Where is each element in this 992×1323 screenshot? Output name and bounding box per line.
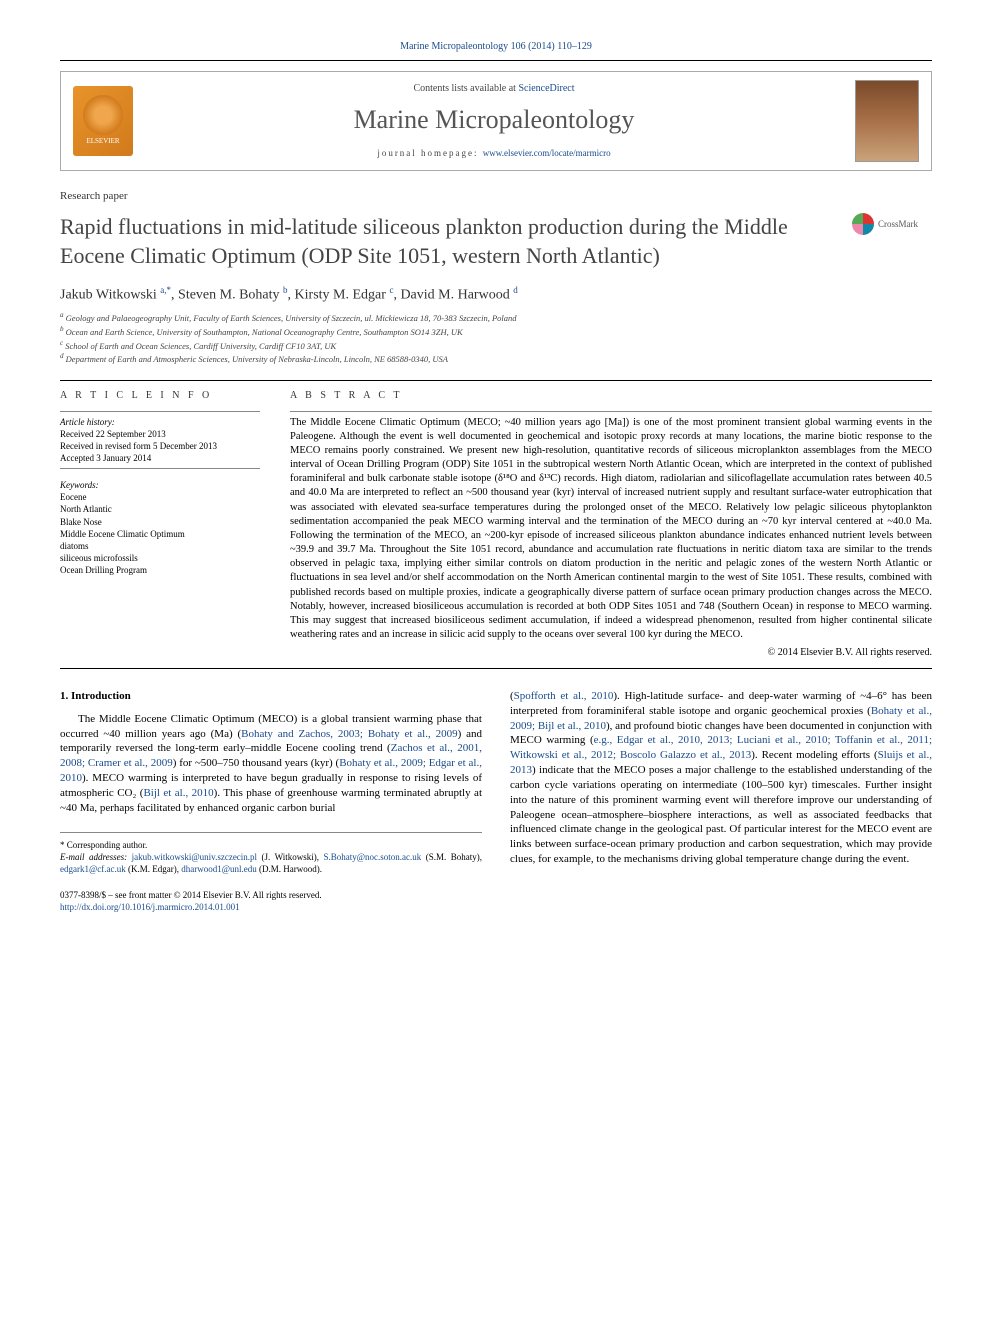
crossmark-icon: [852, 213, 874, 235]
history-accepted: Accepted 3 January 2014: [60, 452, 260, 464]
intro-para-2: (Spofforth et al., 2010). High-latitude …: [510, 689, 932, 867]
contents-line: Contents lists available at ScienceDirec…: [133, 82, 855, 96]
history-label: Article history:: [60, 416, 260, 428]
citation-link[interactable]: Bijl et al., 2010: [143, 787, 213, 799]
history-revised: Received in revised form 5 December 2013: [60, 440, 260, 452]
email-link[interactable]: edgark1@cf.ac.uk: [60, 864, 126, 874]
info-rule-1: [60, 411, 260, 412]
email-link[interactable]: S.Bohaty@noc.soton.ac.uk: [323, 852, 421, 862]
abstract-heading: A B S T R A C T: [290, 389, 932, 403]
journal-homepage: journal homepage: www.elsevier.com/locat…: [133, 147, 855, 159]
email-link[interactable]: dharwood1@unl.edu: [181, 864, 257, 874]
authors-line: Jakub Witkowski a,*, Steven M. Bohaty b,…: [60, 284, 932, 306]
journal-header: ELSEVIER Contents lists available at Sci…: [60, 71, 932, 171]
affiliation-line: d Department of Earth and Atmospheric Sc…: [60, 352, 932, 366]
crossmark-badge[interactable]: CrossMark: [852, 213, 932, 235]
abstract-column: A B S T R A C T The Middle Eocene Climat…: [290, 389, 932, 660]
journal-name: Marine Micropaleontology: [133, 102, 855, 137]
citation-link[interactable]: Bohaty and Zachos, 2003; Bohaty et al., …: [241, 728, 457, 740]
elsevier-label: ELSEVIER: [86, 137, 119, 146]
corresponding-author-note: * Corresponding author.: [60, 839, 482, 851]
top-rule: [60, 60, 932, 61]
intro-para-1: The Middle Eocene Climatic Optimum (MECO…: [60, 712, 482, 816]
sciencedirect-link[interactable]: ScienceDirect: [518, 83, 574, 94]
keywords-label: Keywords:: [60, 479, 260, 491]
doi-link[interactable]: http://dx.doi.org/10.1016/j.marmicro.201…: [60, 902, 240, 912]
keyword-item: Blake Nose: [60, 516, 260, 528]
citation-link[interactable]: Spofforth et al., 2010: [514, 690, 614, 702]
info-abstract-row: A R T I C L E I N F O Article history: R…: [60, 389, 932, 660]
keyword-item: siliceous microfossils: [60, 552, 260, 564]
email-link[interactable]: jakub.witkowski@univ.szczecin.pl: [132, 852, 257, 862]
keyword-item: Middle Eocene Climatic Optimum: [60, 528, 260, 540]
info-rule-2: [60, 468, 260, 469]
abstract-text: The Middle Eocene Climatic Optimum (MECO…: [290, 416, 932, 643]
affiliation-line: c School of Earth and Ocean Sciences, Ca…: [60, 339, 932, 353]
affiliation-line: b Ocean and Earth Science, University of…: [60, 325, 932, 339]
elsevier-tree-icon: [83, 95, 123, 135]
top-citation-link[interactable]: Marine Micropaleontology 106 (2014) 110–…: [400, 41, 592, 52]
homepage-link[interactable]: www.elsevier.com/locate/marmicro: [483, 148, 611, 158]
keyword-item: Eocene: [60, 491, 260, 503]
affiliation-line: a Geology and Palaeogeography Unit, Facu…: [60, 311, 932, 325]
citation-link[interactable]: Bohaty et al., 2009; Bijl et al., 2010: [510, 705, 932, 732]
email-addresses: E-mail addresses: jakub.witkowski@univ.s…: [60, 851, 482, 875]
keyword-item: Ocean Drilling Program: [60, 564, 260, 576]
affiliations: a Geology and Palaeogeography Unit, Facu…: [60, 311, 932, 366]
abstract-rule: [290, 411, 932, 412]
body-column-left: 1. Introduction The Middle Eocene Climat…: [60, 689, 482, 913]
journal-cover-thumbnail: [855, 80, 919, 162]
bottom-line: 0377-8398/$ – see front matter © 2014 El…: [60, 889, 482, 913]
crossmark-label: CrossMark: [878, 218, 918, 230]
article-title: Rapid fluctuations in mid-latitude silic…: [60, 213, 852, 269]
footnotes: * Corresponding author. E-mail addresses…: [60, 832, 482, 875]
citation-link[interactable]: e.g., Edgar et al., 2010, 2013; Luciani …: [510, 734, 932, 761]
article-type: Research paper: [60, 189, 932, 204]
body-columns: 1. Introduction The Middle Eocene Climat…: [60, 689, 932, 913]
article-info-heading: A R T I C L E I N F O: [60, 389, 260, 403]
keywords-list: EoceneNorth AtlanticBlake NoseMiddle Eoc…: [60, 491, 260, 576]
history-received: Received 22 September 2013: [60, 428, 260, 440]
separator-rule-2: [60, 668, 932, 669]
section-heading-intro: 1. Introduction: [60, 689, 482, 704]
title-row: Rapid fluctuations in mid-latitude silic…: [60, 213, 932, 269]
keyword-item: diatoms: [60, 540, 260, 552]
elsevier-logo: ELSEVIER: [73, 86, 133, 156]
issn-line: 0377-8398/$ – see front matter © 2014 El…: [60, 889, 482, 901]
abstract-copyright: © 2014 Elsevier B.V. All rights reserved…: [290, 646, 932, 660]
separator-rule-1: [60, 380, 932, 381]
keyword-item: North Atlantic: [60, 503, 260, 515]
body-column-right: (Spofforth et al., 2010). High-latitude …: [510, 689, 932, 913]
article-info-column: A R T I C L E I N F O Article history: R…: [60, 389, 260, 660]
top-citation: Marine Micropaleontology 106 (2014) 110–…: [60, 40, 932, 54]
header-center: Contents lists available at ScienceDirec…: [133, 82, 855, 159]
